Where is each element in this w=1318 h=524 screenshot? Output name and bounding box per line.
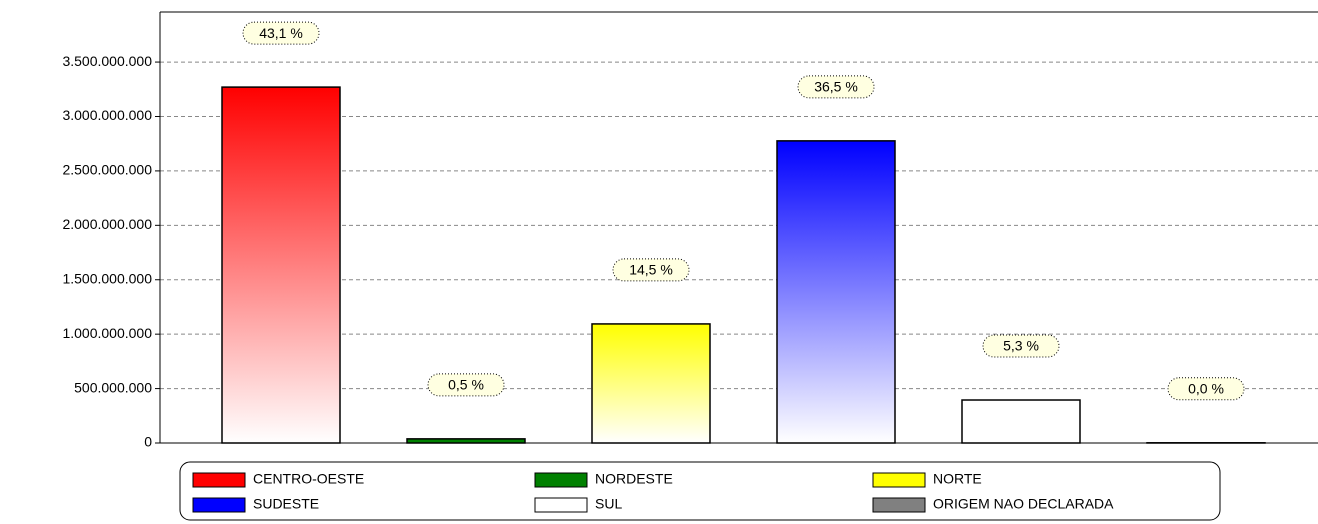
legend-label: ORIGEM NAO DECLARADA — [933, 496, 1114, 512]
share-label: 36,5 % — [814, 79, 858, 95]
legend-swatch — [534, 472, 588, 488]
share-label-box — [1167, 377, 1245, 401]
legend-swatch — [872, 497, 926, 513]
share-label: 43,1 % — [259, 25, 303, 41]
legend-label: NORTE — [933, 471, 982, 487]
share-label-box — [797, 75, 875, 99]
y-tick-label: 2.500.000.000 — [62, 162, 152, 178]
y-tick-label: 1.500.000.000 — [62, 270, 152, 286]
y-tick-label: 3.500.000.000 — [62, 53, 152, 69]
y-tick-label: 0 — [144, 434, 152, 450]
legend-swatch — [192, 472, 246, 488]
share-label-box — [427, 373, 505, 397]
legend-label: SUDESTE — [253, 496, 319, 512]
legend-label: SUL — [595, 496, 622, 512]
share-label-box — [242, 21, 320, 45]
legend-label: CENTRO-OESTE — [253, 471, 364, 487]
y-tick-label: 3.000.000.000 — [62, 107, 152, 123]
share-label-box — [982, 334, 1060, 358]
legend-box — [179, 461, 1221, 521]
share-label: 14,5 % — [629, 262, 673, 278]
legend-swatch — [192, 497, 246, 513]
y-tick-label: 1.000.000.000 — [62, 325, 152, 341]
bar — [221, 86, 341, 444]
y-tick-label: 2.000.000.000 — [62, 216, 152, 232]
bar — [776, 140, 896, 444]
share-label-box — [612, 258, 690, 282]
bar — [591, 323, 711, 444]
bar — [961, 399, 1081, 444]
bar — [406, 438, 526, 444]
legend-swatch — [534, 497, 588, 513]
share-label: 5,3 % — [1003, 338, 1039, 354]
y-tick-label: 500.000.000 — [74, 379, 152, 395]
legend-label: NORDESTE — [595, 471, 673, 487]
share-label: 0,5 % — [448, 377, 484, 393]
share-label: 0,0 % — [1188, 380, 1224, 396]
legend-swatch — [872, 472, 926, 488]
